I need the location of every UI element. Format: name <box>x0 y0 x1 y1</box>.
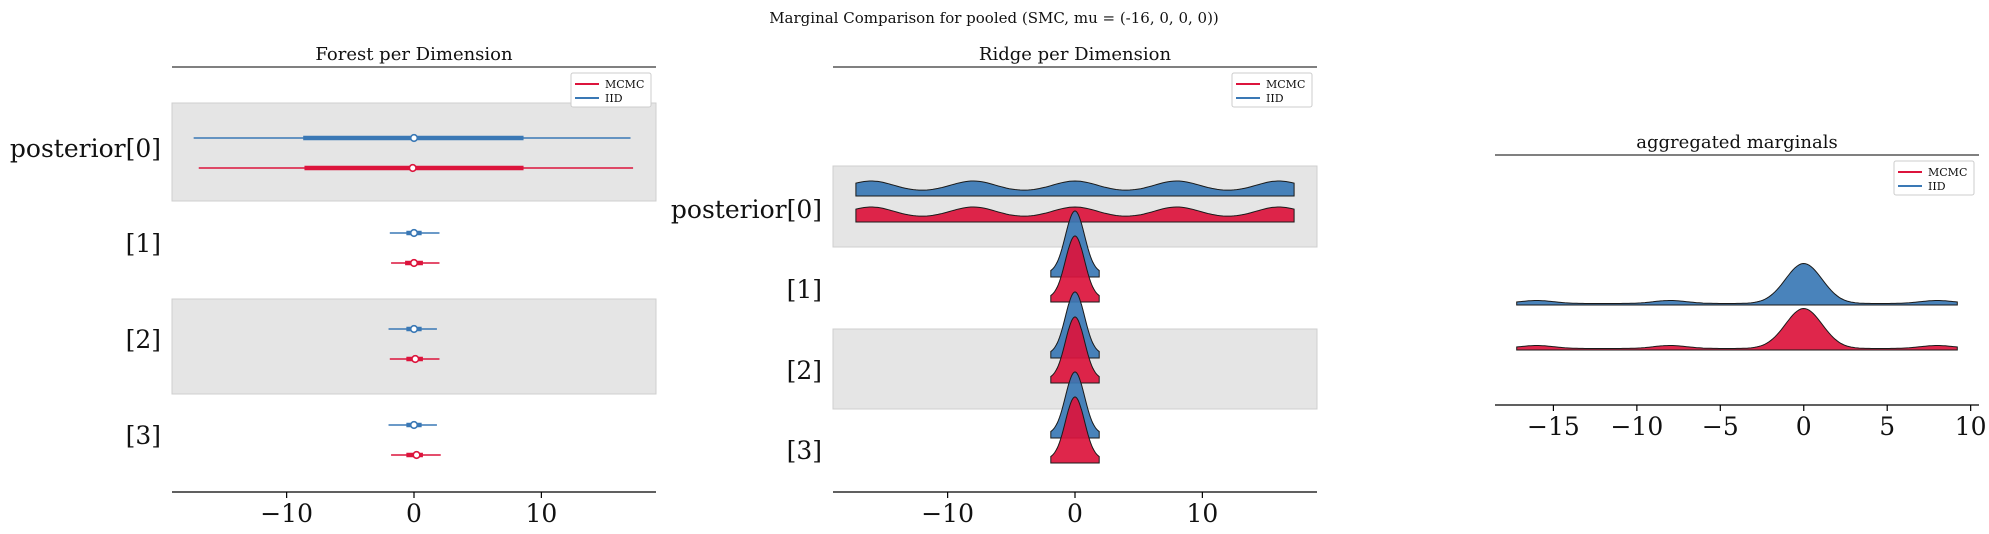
mean-point <box>409 324 419 334</box>
y-label: [1] <box>126 229 161 258</box>
row-band <box>171 102 657 202</box>
mean-point <box>408 163 417 173</box>
y-label: [2] <box>126 325 161 354</box>
mcmc-density <box>1050 316 1100 384</box>
x-tick-label: −5 <box>1702 412 1739 441</box>
panel-title: aggregated marginals <box>1636 132 1837 153</box>
mean-point <box>409 258 419 268</box>
mcmc-density <box>1050 235 1100 303</box>
x-tick-label: 10 <box>525 499 557 528</box>
legend-label: MCMC <box>605 78 644 91</box>
panel-title: Forest per Dimension <box>315 44 513 65</box>
mean-point <box>411 354 420 364</box>
mean-point <box>409 228 419 238</box>
mcmc-density <box>1050 396 1100 464</box>
iid-density <box>1516 262 1958 306</box>
forest-panel: Forest per Dimension posterior[0] [1] [2] [3… <box>10 44 657 528</box>
legend-label: IID <box>605 92 623 105</box>
x-tick-label: −15 <box>1527 412 1580 441</box>
legend-label: IID <box>1266 92 1284 105</box>
y-label: posterior[0] <box>671 195 822 224</box>
y-label: posterior[0] <box>10 134 161 163</box>
x-tick-label: 10 <box>1955 412 1987 441</box>
row-band <box>171 298 657 395</box>
y-label: [3] <box>126 421 161 450</box>
mean-point <box>409 420 419 430</box>
legend-label: MCMC <box>1928 166 1967 179</box>
x-tick-label: −10 <box>921 499 974 528</box>
legend-label: IID <box>1928 180 1946 193</box>
y-label: [1] <box>787 275 822 304</box>
y-label: [3] <box>787 436 822 465</box>
x-tick-label: 0 <box>1067 499 1083 528</box>
x-tick-label: −10 <box>1610 412 1663 441</box>
iid-density <box>855 180 1295 197</box>
y-label: [2] <box>787 356 822 385</box>
x-tick-label: 5 <box>1879 412 1895 441</box>
ridge-panel: Ridge per Dimension posterior[0] [1] [2] [3]… <box>671 44 1318 528</box>
panel-title: Ridge per Dimension <box>979 44 1172 65</box>
x-tick-label: 0 <box>406 499 422 528</box>
legend-label: MCMC <box>1266 78 1305 91</box>
mean-point <box>412 450 421 460</box>
x-tick-label: 10 <box>1186 499 1218 528</box>
figure-suptitle: Marginal Comparison for pooled (SMC, mu … <box>769 9 1219 27</box>
x-tick-label: 0 <box>1796 412 1812 441</box>
mean-point <box>409 133 419 143</box>
x-tick-label: −10 <box>260 499 313 528</box>
mcmc-density <box>1516 307 1958 351</box>
